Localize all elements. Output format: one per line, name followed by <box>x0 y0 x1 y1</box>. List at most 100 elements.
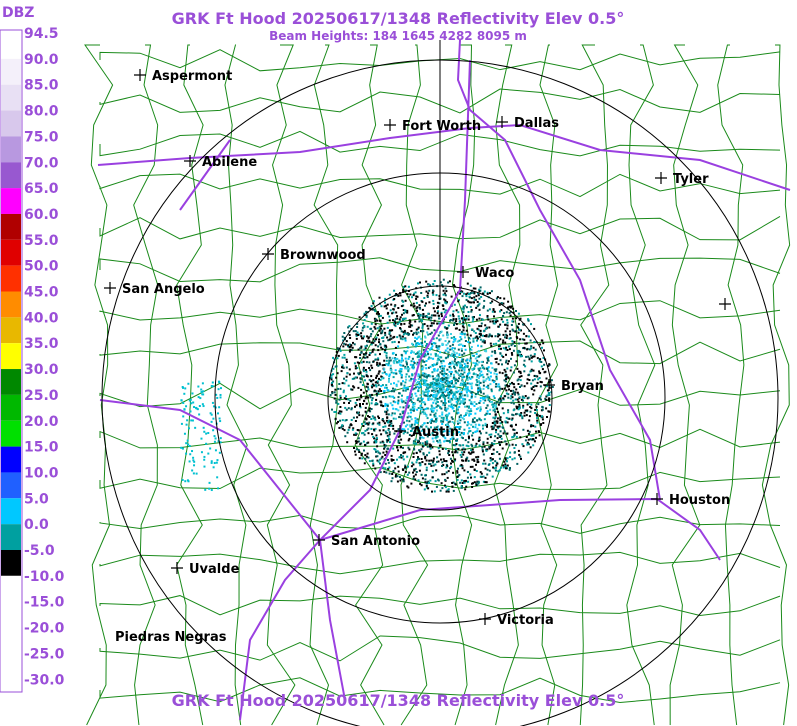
echo-pixel <box>422 315 425 318</box>
echo-pixel <box>208 487 211 490</box>
echo-pixel <box>546 416 548 418</box>
echo-pixel <box>469 383 472 385</box>
county-line <box>99 257 781 283</box>
city-label: Dallas <box>514 116 559 131</box>
echo-pixel <box>457 348 460 351</box>
echo-pixel <box>494 469 497 472</box>
echo-pixel <box>466 375 468 378</box>
echo-pixel <box>404 381 407 384</box>
echo-pixel <box>465 485 468 488</box>
echo-pixel <box>456 412 459 415</box>
echo-pixel <box>436 440 439 442</box>
echo-pixel <box>503 312 506 315</box>
echo-pixel <box>470 443 473 446</box>
echo-pixel <box>373 326 376 329</box>
echo-pixel <box>390 458 393 461</box>
echo-pixel <box>490 290 493 293</box>
echo-pixel <box>429 284 432 287</box>
echo-pixel <box>432 322 435 325</box>
echo-pixel <box>432 357 435 360</box>
echo-pixel <box>460 349 463 352</box>
echo-pixel <box>474 423 477 426</box>
echo-pixel <box>444 395 447 398</box>
echo-pixel <box>442 278 445 281</box>
echo-pixel <box>443 440 446 443</box>
echo-pixel <box>458 369 461 372</box>
echo-pixel <box>537 378 540 381</box>
echo-pixel <box>463 352 466 355</box>
echo-pixel <box>495 373 498 376</box>
echo-pixel <box>456 364 459 367</box>
echo-pixel <box>423 355 426 358</box>
echo-pixel <box>465 295 468 298</box>
echo-pixel <box>528 348 531 351</box>
echo-pixel <box>378 388 381 391</box>
echo-pixel <box>385 356 388 359</box>
echo-pixel <box>396 480 399 483</box>
echo-pixel <box>494 369 497 372</box>
colorbar-label: -15.0 <box>24 595 65 611</box>
echo-pixel <box>400 415 403 418</box>
echo-pixel <box>452 394 455 397</box>
echo-pixel <box>473 417 476 420</box>
echo-pixel <box>467 445 470 448</box>
echo-pixel <box>388 466 391 469</box>
echo-pixel <box>504 370 507 373</box>
echo-pixel <box>387 435 390 438</box>
echo-pixel <box>380 401 383 404</box>
echo-pixel <box>444 309 447 312</box>
echo-pixel <box>535 405 538 408</box>
echo-pixel <box>425 425 428 428</box>
echo-pixel <box>495 466 497 469</box>
echo-pixel <box>384 334 387 337</box>
echo-pixel <box>520 384 523 387</box>
echo-pixel <box>470 449 473 452</box>
echo-pixel <box>435 346 438 348</box>
echo-pixel <box>459 402 461 405</box>
echo-pixel <box>539 343 542 346</box>
echo-pixel <box>468 368 470 371</box>
echo-pixel <box>535 385 538 388</box>
echo-pixel <box>355 337 358 340</box>
echo-pixel <box>416 418 419 421</box>
echo-pixel <box>451 360 454 363</box>
echo-pixel <box>445 460 448 462</box>
echo-pixel <box>530 424 533 426</box>
echo-pixel <box>506 334 509 337</box>
echo-pixel <box>490 362 493 365</box>
echo-pixel <box>408 437 411 440</box>
echo-pixel <box>483 397 486 399</box>
echo-pixel <box>471 382 474 385</box>
echo-pixel <box>384 454 387 456</box>
echo-pixel <box>430 324 433 327</box>
echo-pixel <box>424 364 427 366</box>
echo-pixel <box>360 378 363 381</box>
echo-pixel <box>479 381 482 384</box>
echo-pixel <box>354 376 357 379</box>
echo-pixel <box>434 342 437 345</box>
echo-pixel <box>421 325 424 328</box>
echo-pixel <box>381 337 384 339</box>
echo-pixel <box>485 326 488 329</box>
echo-pixel <box>455 309 458 312</box>
echo-pixel <box>447 381 450 384</box>
echo-pixel <box>468 389 471 392</box>
county-line <box>400 44 429 726</box>
echo-pixel <box>458 320 461 323</box>
echo-pixel <box>422 453 425 456</box>
echo-pixel <box>498 389 501 392</box>
echo-pixel <box>540 365 543 368</box>
echo-pixel <box>452 471 455 474</box>
echo-pixel <box>464 348 467 351</box>
echo-pixel <box>484 327 487 330</box>
echo-pixel <box>192 401 195 404</box>
echo-pixel <box>512 311 515 314</box>
echo-pixel <box>404 317 407 320</box>
echo-pixel <box>439 377 442 380</box>
echo-pixel <box>409 424 412 427</box>
echo-pixel <box>538 414 541 417</box>
echo-pixel <box>473 469 476 471</box>
echo-pixel <box>469 337 472 340</box>
echo-pixel <box>456 408 459 411</box>
echo-pixel <box>363 449 365 452</box>
